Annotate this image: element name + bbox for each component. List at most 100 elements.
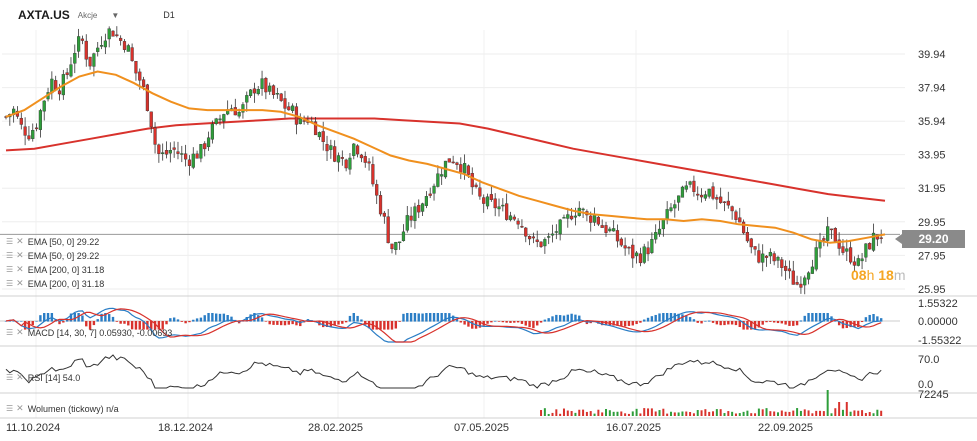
candle-body xyxy=(795,282,799,285)
volume-label: Wolumen (tickowy) n/a xyxy=(27,403,119,414)
macd-histogram-bar xyxy=(425,313,428,322)
ema-legend-4[interactable]: ☰ ✕ EMA [200, 0] 31.18 xyxy=(6,278,104,289)
candle-body xyxy=(164,150,169,155)
timeframe-selector[interactable]: D1 xyxy=(163,10,175,20)
close-icon[interactable]: ✕ xyxy=(16,264,24,274)
close-icon[interactable]: ✕ xyxy=(16,327,24,337)
volume-bar xyxy=(765,408,768,416)
drag-handle-icon[interactable]: ☰ xyxy=(6,279,13,288)
rsi-legend[interactable]: ☰ ✕ RSI [14] 54.0 xyxy=(6,372,80,383)
drag-handle-icon[interactable]: ☰ xyxy=(6,237,13,246)
macd-histogram-bar xyxy=(287,321,291,325)
drag-handle-icon[interactable]: ☰ xyxy=(6,328,13,337)
candle-body xyxy=(149,111,153,128)
candle-body xyxy=(317,132,321,138)
candle-body xyxy=(677,195,681,203)
macd-histogram-bar xyxy=(172,317,176,322)
macd-histogram-bar xyxy=(8,321,12,322)
macd-histogram-bar xyxy=(627,321,631,326)
chevron-down-icon[interactable]: ▼ xyxy=(111,10,120,20)
volume-bar xyxy=(612,411,615,416)
candle-body xyxy=(768,251,772,257)
macd-histogram-bar xyxy=(291,321,294,325)
candle-body xyxy=(329,145,333,150)
macd-histogram-bar xyxy=(807,313,810,322)
candle-body xyxy=(814,247,818,270)
macd-histogram-bar xyxy=(811,313,814,322)
drag-handle-icon[interactable]: ☰ xyxy=(6,404,13,413)
macd-histogram-bar xyxy=(742,321,745,330)
macd-histogram-bar xyxy=(12,321,15,322)
macd-histogram-bar xyxy=(383,321,386,330)
close-icon[interactable]: ✕ xyxy=(16,372,24,382)
volume-bar xyxy=(750,413,753,416)
candle-body xyxy=(214,118,218,124)
candle-body xyxy=(505,203,509,220)
candle-body xyxy=(646,247,650,255)
macd-tick: 1.55322 xyxy=(918,298,958,310)
macd-histogram-bar xyxy=(39,315,42,322)
macd-histogram-bar xyxy=(516,321,520,323)
candle-body xyxy=(73,52,77,64)
macd-histogram-bar xyxy=(555,314,558,322)
volume-bar xyxy=(559,413,562,416)
close-icon[interactable]: ✕ xyxy=(16,236,24,246)
candle-body xyxy=(218,118,222,121)
macd-histogram-bar xyxy=(570,313,573,322)
macd-histogram-bar xyxy=(367,321,371,329)
drag-handle-icon[interactable]: ☰ xyxy=(6,251,13,260)
macd-histogram-bar xyxy=(562,315,566,322)
macd-histogram-bar xyxy=(199,317,203,322)
candle-body xyxy=(187,159,192,166)
macd-histogram-bar xyxy=(440,313,443,322)
close-icon[interactable]: ✕ xyxy=(16,250,24,260)
close-icon[interactable]: ✕ xyxy=(16,403,24,413)
ema-legend-1[interactable]: ☰ ✕ EMA [50, 0] 29.22 xyxy=(6,236,99,247)
macd-histogram-bar xyxy=(520,321,524,324)
rsi-tick: 70.0 xyxy=(918,354,939,366)
candle-body xyxy=(478,187,482,197)
candle-body xyxy=(287,106,291,111)
macd-legend[interactable]: ☰ ✕ MACD [14, 30, 7] 0.05930, -0.00693 xyxy=(6,327,172,338)
ema-legend-2[interactable]: ☰ ✕ EMA [50, 0] 29.22 xyxy=(6,250,99,261)
macd-histogram-bar xyxy=(459,321,462,323)
drag-handle-icon[interactable]: ☰ xyxy=(6,265,13,274)
candle-body xyxy=(703,194,707,199)
volume-bar xyxy=(769,411,772,416)
candle-body xyxy=(195,153,199,159)
candle-body xyxy=(791,270,795,285)
symbol-label[interactable]: AXTA.US xyxy=(18,8,70,22)
volume-bar xyxy=(853,410,856,416)
candle-body xyxy=(176,151,180,154)
close-icon[interactable]: ✕ xyxy=(16,278,24,288)
macd-histogram-bar xyxy=(283,321,287,326)
candle-body xyxy=(157,144,161,154)
candle-body xyxy=(34,127,39,130)
candle-body xyxy=(386,216,390,244)
candle-body xyxy=(264,78,268,93)
volume-bar xyxy=(677,412,680,416)
chart-header: AXTA.US Akcje ▼ D1 xyxy=(18,8,175,22)
macd-histogram-bar xyxy=(860,321,864,323)
macd-histogram-bar xyxy=(704,320,707,322)
drag-handle-icon[interactable]: ☰ xyxy=(6,373,13,382)
macd-histogram-bar xyxy=(138,321,141,330)
macd-histogram-bar xyxy=(192,319,195,322)
ema-legend-3[interactable]: ☰ ✕ EMA [200, 0] 31.18 xyxy=(6,264,104,275)
candle-body xyxy=(302,120,306,122)
volume-legend[interactable]: ☰ ✕ Wolumen (tickowy) n/a xyxy=(6,403,119,414)
candle-body xyxy=(776,256,780,261)
volume-bar xyxy=(773,411,776,416)
candle-body xyxy=(313,121,318,136)
macd-histogram-bar xyxy=(165,321,168,325)
macd-histogram-bar xyxy=(260,317,264,322)
volume-bar xyxy=(788,411,791,416)
candle-countdown: 08h 18m xyxy=(851,267,906,283)
candle-body xyxy=(367,161,371,164)
candle-body xyxy=(80,38,85,41)
macd-histogram-bar xyxy=(58,321,61,325)
volume-bar xyxy=(727,411,730,416)
macd-histogram-bar xyxy=(432,313,436,322)
candle-body xyxy=(634,252,639,257)
